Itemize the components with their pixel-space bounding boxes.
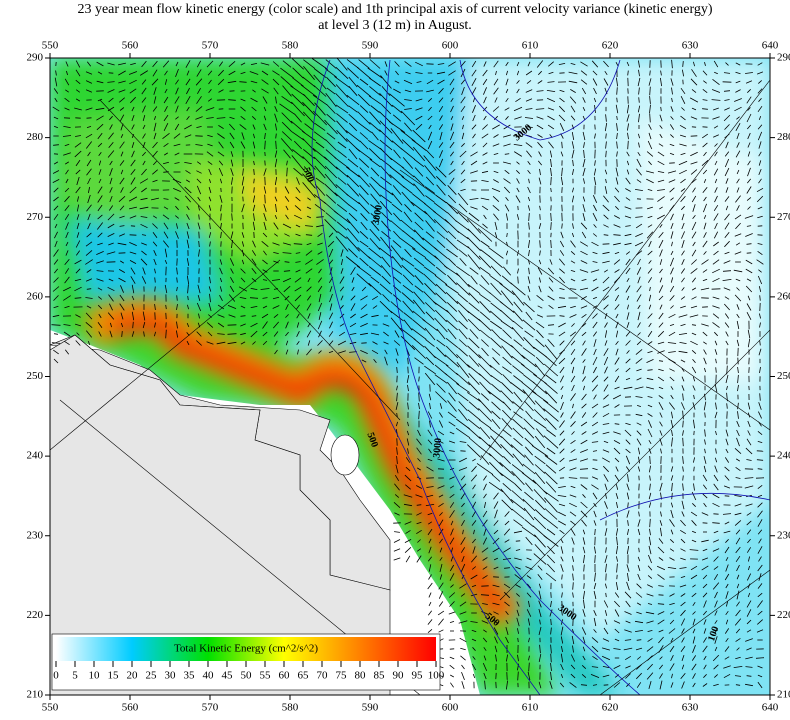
colorbar-tick-label: 60 xyxy=(279,670,291,682)
y-tick-label: 290 xyxy=(777,52,790,64)
x-tick-label: 550 xyxy=(42,40,59,52)
x-tick-label: 600 xyxy=(442,40,459,52)
y-tick-label: 220 xyxy=(27,609,44,621)
x-tick-label: 560 xyxy=(122,40,139,52)
x-tick-label: 550 xyxy=(42,702,59,714)
colorbar-tick-label: 40 xyxy=(203,670,215,682)
colorbar: Total Kinetic Energy (cm^2/s^2) 0 5 10 15 20… xyxy=(52,634,445,690)
x-tick-label: 610 xyxy=(522,702,539,714)
y-tick-label: 280 xyxy=(777,131,790,143)
colorbar-tick-label: 30 xyxy=(165,670,177,682)
colorbar-tick-label: 90 xyxy=(393,670,405,682)
colorbar-tick-label: 50 xyxy=(241,670,253,682)
x-tick-label: 640 xyxy=(762,702,779,714)
x-tick-label: 600 xyxy=(442,702,459,714)
x-tick-label: 560 xyxy=(122,702,139,714)
x-tick-label: 570 xyxy=(202,702,219,714)
y-tick-label: 290 xyxy=(27,52,44,64)
x-tick-label: 570 xyxy=(202,40,219,52)
x-tick-label: 620 xyxy=(602,702,619,714)
colorbar-tick-label: 100 xyxy=(428,670,445,682)
y-tick-label: 270 xyxy=(27,211,44,223)
colorbar-tick-label: 65 xyxy=(298,670,310,682)
colorbar-tick-label: 5 xyxy=(72,670,78,682)
y-tick-label: 280 xyxy=(27,131,44,143)
y-tick-label: 230 xyxy=(27,529,44,541)
title: 23 year mean flow kinetic energy (color … xyxy=(77,2,712,17)
y-tick-label: 230 xyxy=(777,529,790,541)
y-tick-label: 210 xyxy=(27,689,44,701)
colorbar-label: Total Kinetic Energy (cm^2/s^2) xyxy=(174,643,318,655)
y-tick-label: 260 xyxy=(777,290,790,302)
colorbar-tick-label: 75 xyxy=(336,670,348,682)
colorbar-tick-label: 70 xyxy=(317,670,329,682)
colorbar-tick-label: 55 xyxy=(260,670,272,682)
x-tick-label: 580 xyxy=(282,40,299,52)
y-tick-label: 260 xyxy=(27,290,44,302)
colorbar-tick-label: 15 xyxy=(108,670,120,682)
y-tick-label: 220 xyxy=(777,609,790,621)
contour-label: 3000 xyxy=(431,438,444,459)
colorbar-tick-label: 80 xyxy=(355,670,367,682)
x-tick-label: 620 xyxy=(602,40,619,52)
x-tick-label: 590 xyxy=(362,40,379,52)
x-tick-label: 590 xyxy=(362,702,379,714)
colorbar-tick-label: 95 xyxy=(412,670,424,682)
x-tick-label: 630 xyxy=(682,40,699,52)
island xyxy=(331,435,359,475)
colorbar-tick-label: 0 xyxy=(53,670,59,682)
field xyxy=(50,58,770,695)
y-tick-label: 250 xyxy=(777,370,790,382)
colorbar-tick-label: 35 xyxy=(184,670,196,682)
colorbar-tick-label: 20 xyxy=(127,670,139,682)
colorbar-tick-label: 85 xyxy=(374,670,386,682)
x-tick-label: 630 xyxy=(682,702,699,714)
x-tick-label: 640 xyxy=(762,40,779,52)
y-tick-label: 240 xyxy=(27,450,44,462)
colorbar-tick-label: 25 xyxy=(146,670,158,682)
y-tick-label: 210 xyxy=(777,689,790,701)
colorbar-tick-label: 45 xyxy=(222,670,234,682)
y-tick-label: 270 xyxy=(777,211,790,223)
y-tick-label: 250 xyxy=(27,370,44,382)
x-tick-label: 610 xyxy=(522,40,539,52)
colorbar-tick-label: 10 xyxy=(89,670,101,682)
y-tick-label: 240 xyxy=(777,450,790,462)
x-tick-label: 580 xyxy=(282,702,299,714)
subtitle: at level 3 (12 m) in August. xyxy=(318,18,472,33)
